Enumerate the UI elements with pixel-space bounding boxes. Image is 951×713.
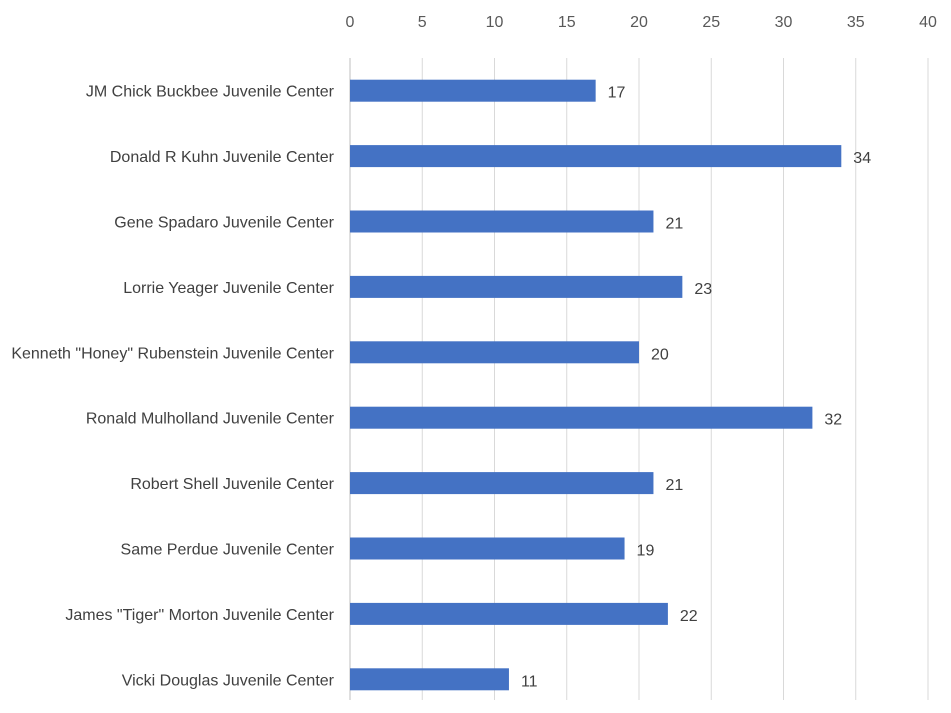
- category-label: Ronald Mulholland Juvenile Center: [86, 411, 335, 428]
- category-label: Robert Shell Juvenile Center: [130, 476, 334, 493]
- category-label: Kenneth "Honey" Rubenstein Juvenile Cent…: [11, 345, 334, 362]
- bar: [350, 668, 509, 691]
- category-labels: JM Chick Buckbee Juvenile Center Donald R…: [11, 84, 334, 690]
- bar: [350, 602, 668, 625]
- bar: [350, 79, 596, 102]
- x-tick-label: 0: [346, 14, 355, 31]
- category-label: Gene Spadaro Juvenile Center: [114, 215, 334, 232]
- category-label: Same Perdue Juvenile Center: [121, 542, 335, 559]
- category-label: James "Tiger" Morton Juvenile Center: [65, 607, 334, 624]
- category-label: Vicki Douglas Juvenile Center: [122, 672, 335, 689]
- x-tick-label: 5: [418, 14, 427, 31]
- data-label: 11: [521, 673, 538, 690]
- x-tick-label: 40: [919, 14, 937, 31]
- bar: [350, 145, 842, 168]
- x-tick-label: 35: [847, 14, 865, 31]
- x-axis-ticks: 0 5 10 15 20 25 30 35 40: [346, 14, 937, 31]
- x-tick-label: 30: [775, 14, 793, 31]
- data-labels: 17 34 21 23 20 32 21 19 22 11: [521, 85, 871, 691]
- category-label: Lorrie Yeager Juvenile Center: [123, 280, 334, 297]
- x-tick-label: 20: [630, 14, 648, 31]
- data-label: 21: [665, 216, 683, 233]
- category-label: JM Chick Buckbee Juvenile Center: [86, 84, 335, 101]
- bars: [350, 79, 842, 691]
- data-label: 34: [853, 150, 871, 167]
- data-label: 19: [637, 543, 655, 560]
- data-label: 17: [608, 85, 626, 102]
- data-label: 20: [651, 346, 669, 363]
- bar: [350, 210, 654, 233]
- category-label: Donald R Kuhn Juvenile Center: [110, 149, 335, 166]
- data-label: 21: [665, 477, 683, 494]
- bar: [350, 275, 683, 298]
- bar: [350, 406, 813, 429]
- data-label: 32: [824, 412, 842, 429]
- data-label: 22: [680, 608, 698, 625]
- x-tick-label: 10: [486, 14, 504, 31]
- bar: [350, 341, 639, 364]
- x-tick-label: 15: [558, 14, 576, 31]
- bar: [350, 472, 654, 495]
- data-label: 23: [694, 281, 712, 298]
- x-tick-label: 25: [702, 14, 720, 31]
- bar: [350, 537, 625, 560]
